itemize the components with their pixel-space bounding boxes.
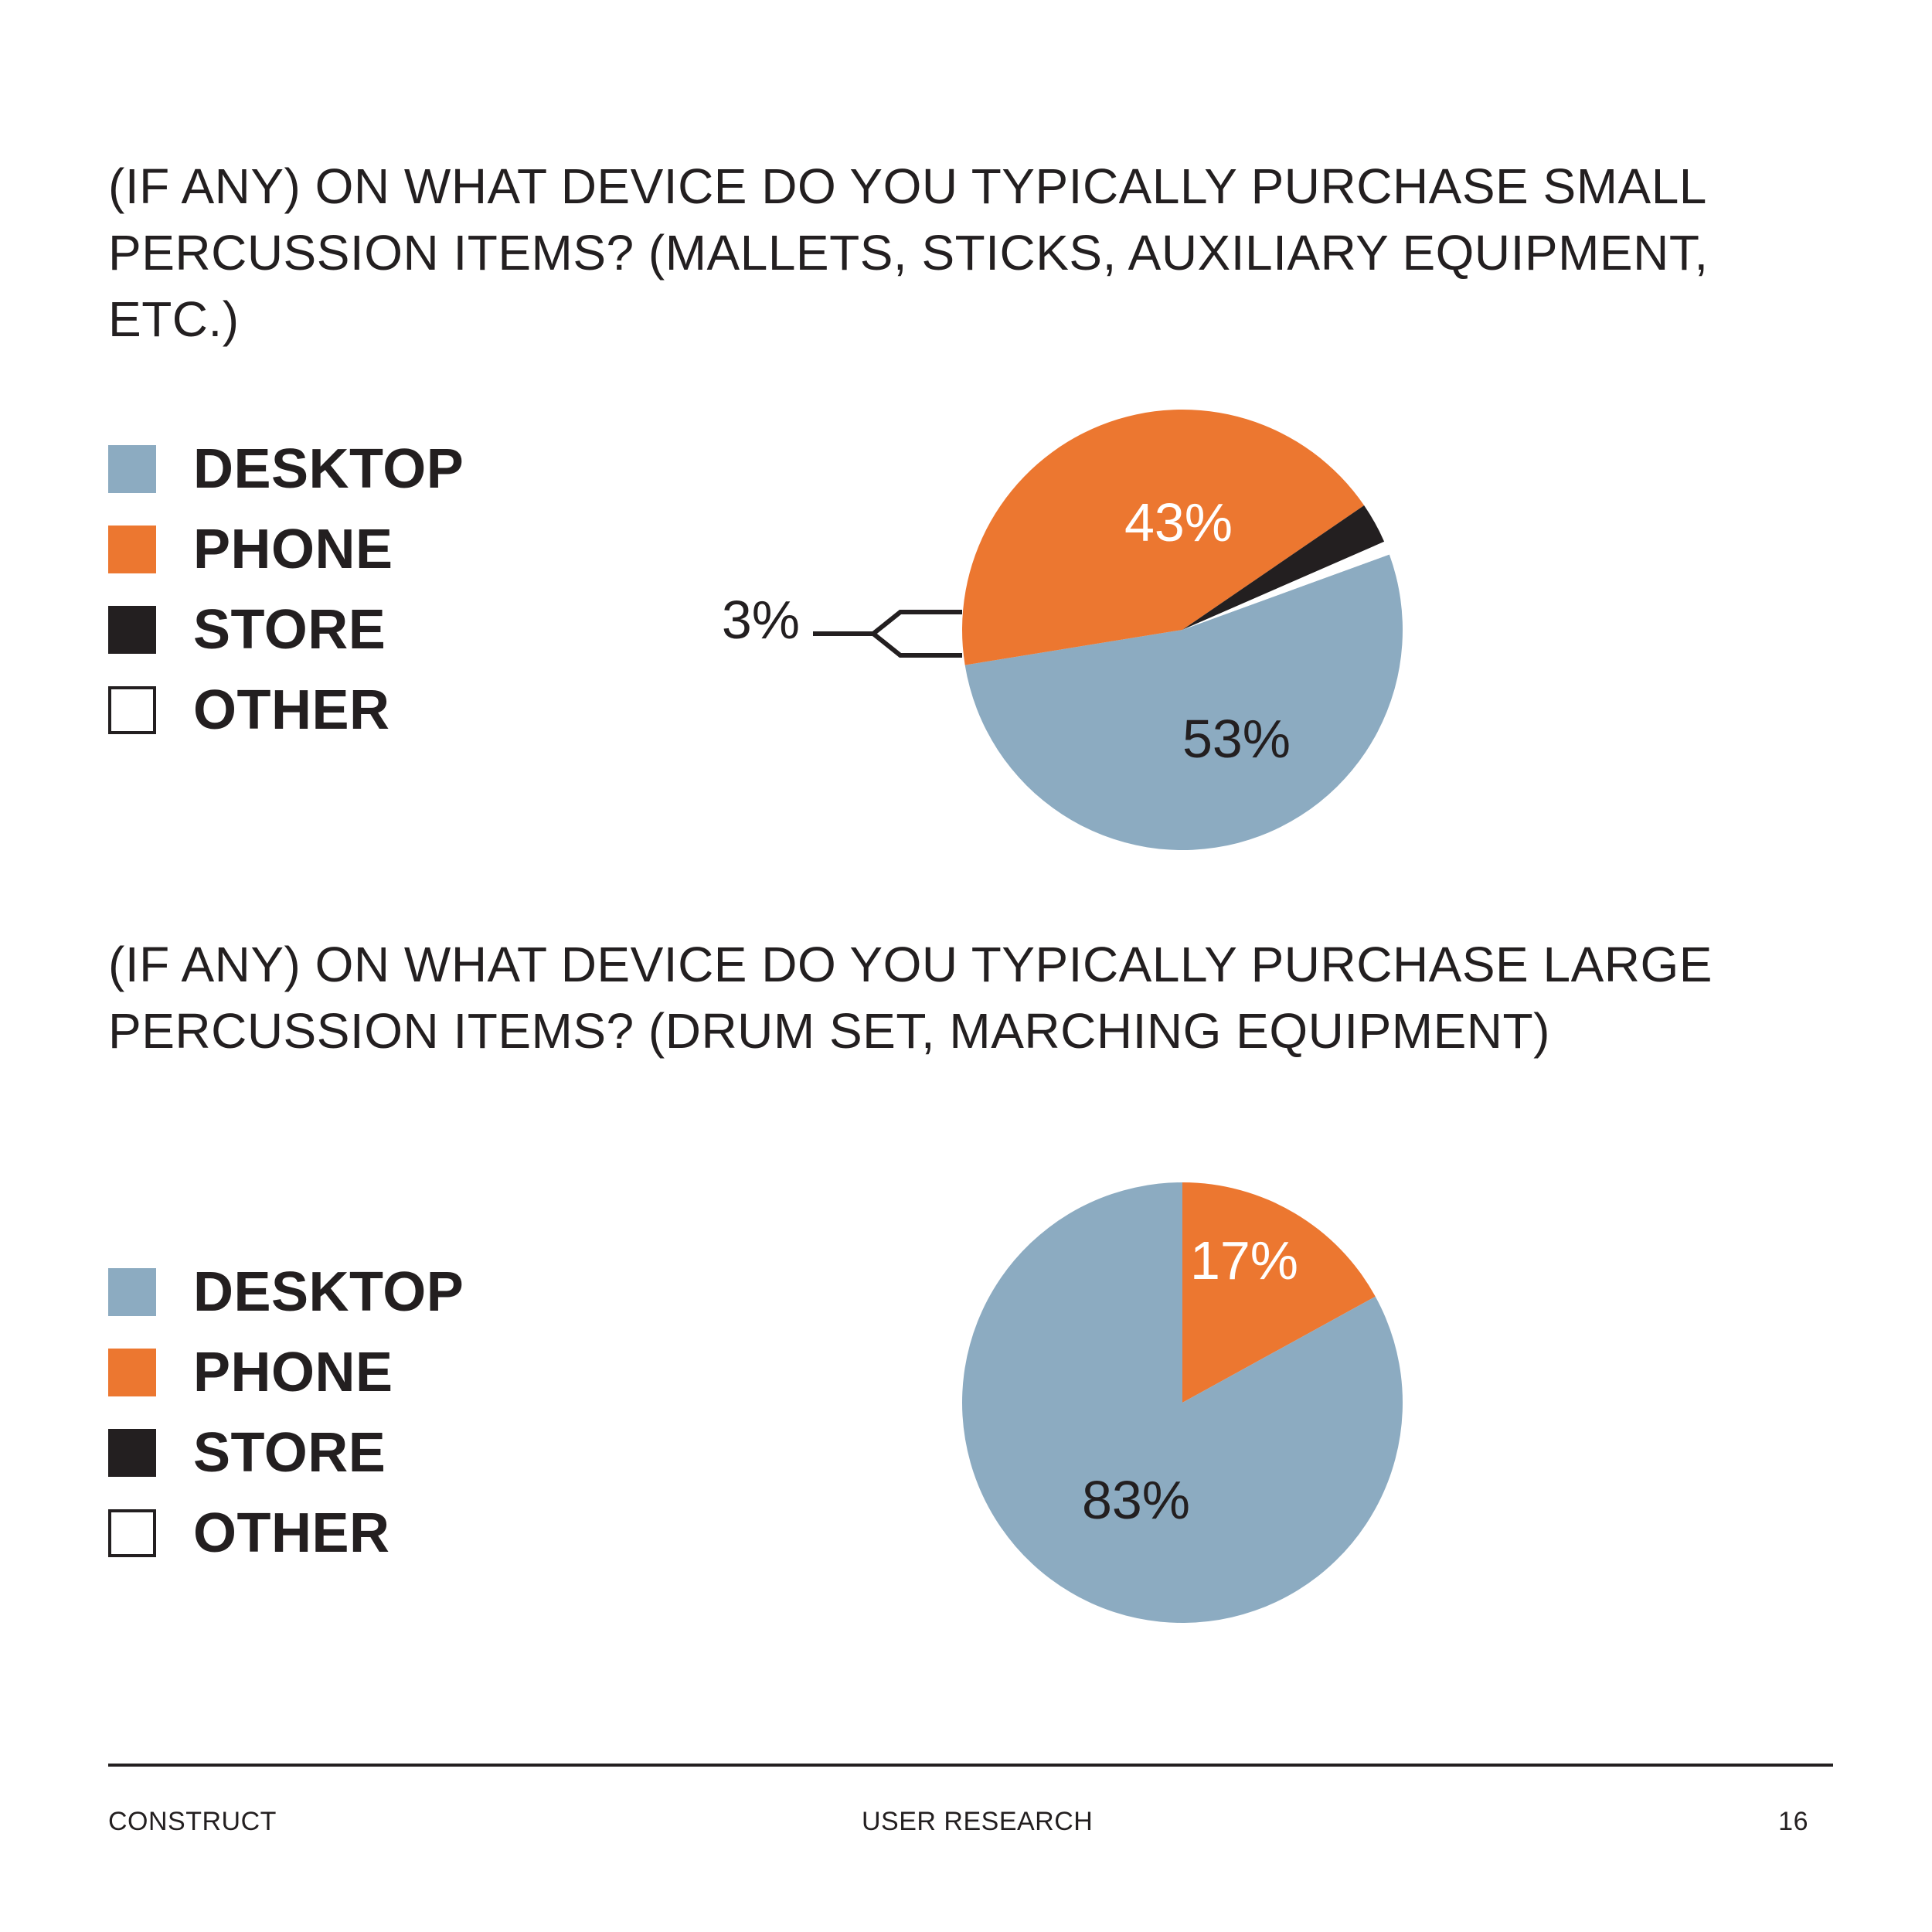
legend-label-other: OTHER	[193, 1502, 390, 1564]
data-label-store: 3%	[722, 590, 800, 650]
pie-slice-phone	[962, 409, 1365, 665]
data-label-desktop: 53%	[1182, 709, 1291, 769]
legend-label-phone: PHONE	[193, 1342, 393, 1403]
pie-slice-desktop	[964, 554, 1403, 851]
pie-slice-other	[1182, 541, 1389, 630]
chart-2-pie: 17% 83%	[962, 1182, 1403, 1623]
legend-label-phone: PHONE	[193, 519, 393, 580]
chart-1-legend: DESKTOP PHONE STORE OTHER	[108, 429, 464, 750]
pie-slice-desktop	[962, 1182, 1403, 1623]
data-label-phone: 17%	[1190, 1230, 1298, 1291]
legend-label-store: STORE	[193, 1422, 386, 1484]
chart-2-legend: DESKTOP PHONE STORE OTHER	[108, 1252, 464, 1573]
legend-swatch-other	[108, 686, 156, 734]
data-label-desktop: 83%	[1082, 1470, 1190, 1530]
legend-item-store: STORE	[108, 1413, 464, 1493]
legend-swatch-phone	[108, 1349, 156, 1396]
page-number: 16	[1778, 1807, 1808, 1836]
legend-swatch-desktop	[108, 1268, 156, 1316]
footer-section: USER RESEARCH	[862, 1807, 1094, 1836]
legend-item-other: OTHER	[108, 1493, 464, 1573]
footer-brand: CONSTRUCT	[108, 1807, 277, 1836]
legend-item-phone: PHONE	[108, 509, 464, 590]
pie-slice-store	[1182, 505, 1385, 630]
legend-swatch-store	[108, 606, 156, 654]
legend-item-store: STORE	[108, 590, 464, 670]
pie-slice-phone	[1182, 1182, 1376, 1403]
legend-swatch-desktop	[108, 445, 156, 493]
legend-swatch-store	[108, 1429, 156, 1477]
legend-label-desktop: DESKTOP	[193, 1261, 464, 1323]
chart-2-title: (IF ANY) ON WHAT DEVICE DO YOU TYPICALLY…	[108, 937, 1713, 1059]
chart-1-title: (IF ANY) ON WHAT DEVICE DO YOU TYPICALLY…	[108, 158, 1709, 347]
legend-item-other: OTHER	[108, 670, 464, 750]
legend-label-store: STORE	[193, 599, 386, 661]
footer-divider	[108, 1764, 1833, 1767]
legend-label-other: OTHER	[193, 679, 390, 741]
legend-item-phone: PHONE	[108, 1332, 464, 1413]
legend-item-desktop: DESKTOP	[108, 429, 464, 509]
legend-swatch-other	[108, 1509, 156, 1557]
legend-item-desktop: DESKTOP	[108, 1252, 464, 1332]
legend-label-desktop: DESKTOP	[193, 438, 464, 500]
chart-1-pie: 53% 43% 3%	[722, 409, 1403, 851]
legend-swatch-phone	[108, 526, 156, 573]
data-label-phone: 43%	[1124, 492, 1233, 553]
